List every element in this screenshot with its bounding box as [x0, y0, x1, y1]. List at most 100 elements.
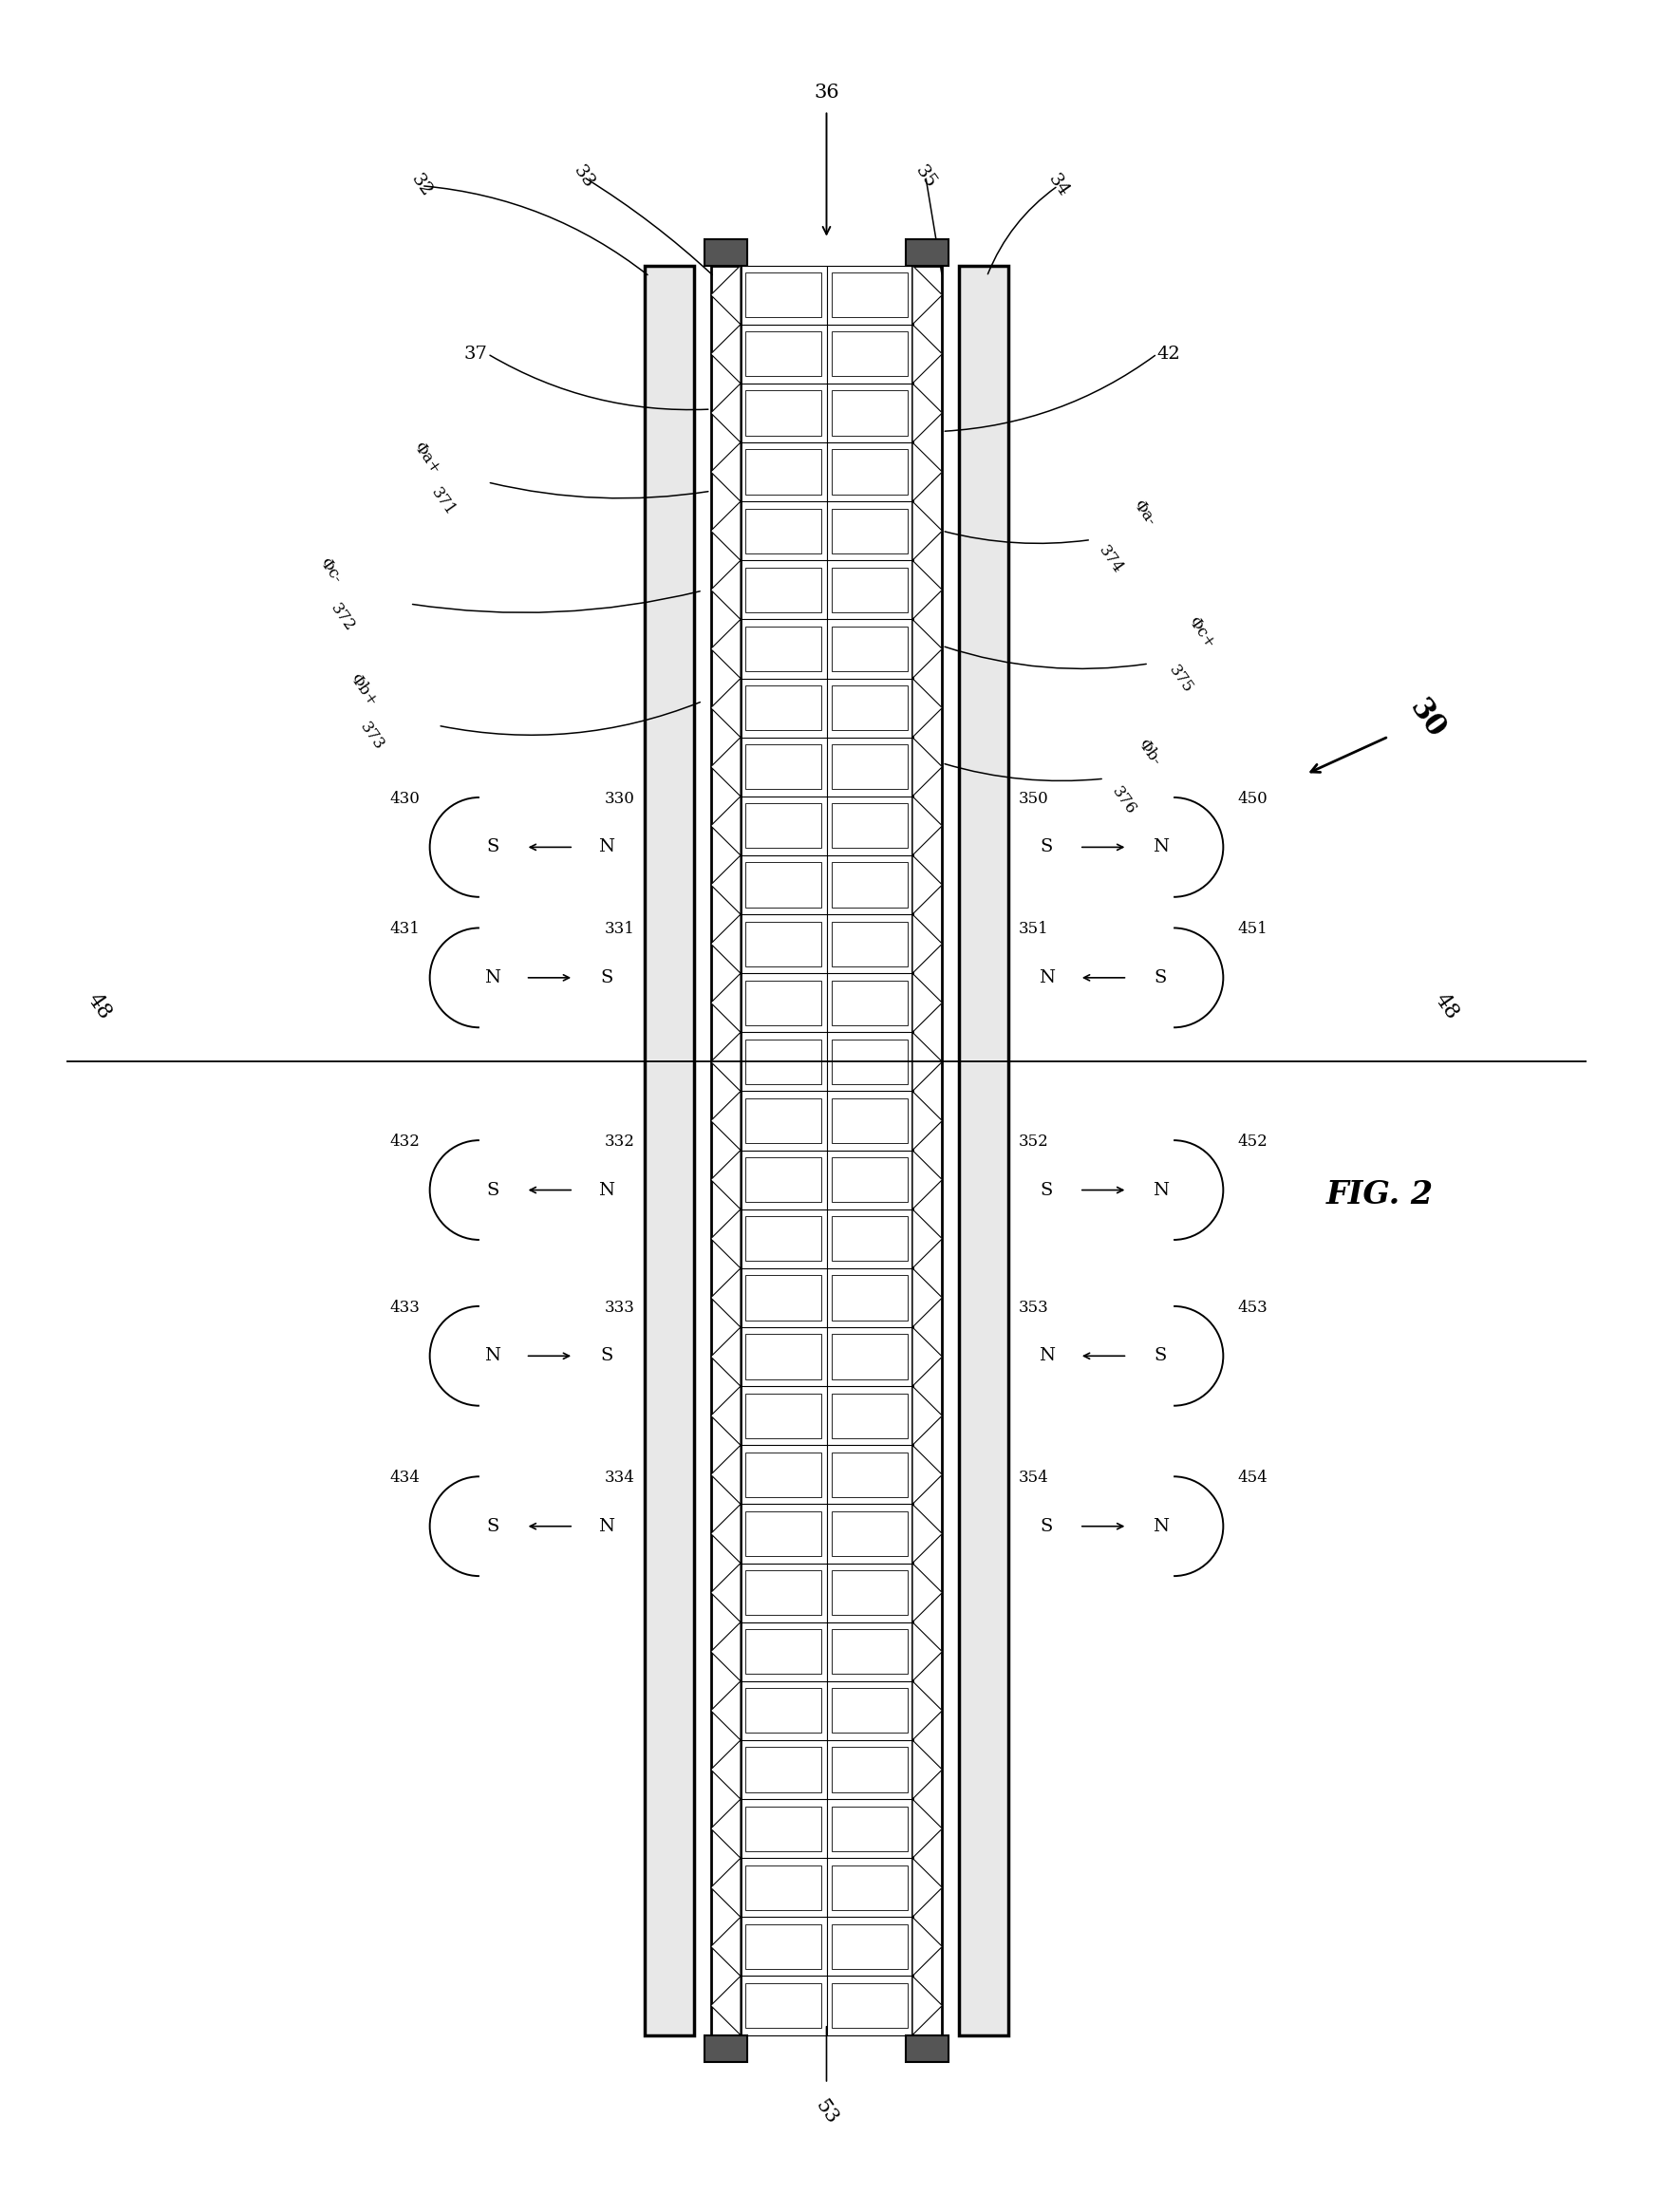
Text: 453: 453: [1238, 1298, 1268, 1316]
Polygon shape: [711, 1918, 741, 1975]
Bar: [746, 922, 822, 967]
Text: N: N: [598, 1181, 615, 1199]
Polygon shape: [912, 560, 942, 619]
Polygon shape: [711, 973, 741, 1033]
Text: 48: 48: [83, 989, 116, 1024]
Text: 372: 372: [327, 599, 357, 635]
Polygon shape: [912, 1504, 942, 1564]
Polygon shape: [711, 619, 741, 679]
Text: S: S: [486, 1181, 499, 1199]
Polygon shape: [912, 1033, 942, 1091]
Text: 350: 350: [1018, 790, 1048, 807]
Polygon shape: [711, 1621, 741, 1681]
Polygon shape: [912, 1621, 942, 1681]
Bar: [746, 1334, 822, 1378]
Polygon shape: [912, 1267, 942, 1327]
Polygon shape: [912, 1210, 942, 1267]
Bar: [831, 745, 907, 790]
Bar: [746, 1807, 822, 1851]
Polygon shape: [711, 1975, 741, 2035]
Bar: [746, 1688, 822, 1732]
Bar: [746, 272, 822, 316]
Text: 432: 432: [390, 1133, 420, 1150]
Bar: [741, 265, 912, 2035]
Polygon shape: [711, 383, 741, 442]
Text: N: N: [484, 969, 501, 987]
Text: S: S: [1040, 838, 1053, 856]
Text: Φa+: Φa+: [410, 438, 443, 478]
Text: 48: 48: [1430, 989, 1463, 1024]
Bar: [831, 1984, 907, 2028]
Polygon shape: [912, 1564, 942, 1621]
Bar: [831, 1511, 907, 1555]
Text: N: N: [1038, 1347, 1055, 1365]
Polygon shape: [912, 1918, 942, 1975]
Polygon shape: [711, 1327, 741, 1387]
Bar: [831, 1747, 907, 1792]
Text: 454: 454: [1238, 1469, 1268, 1486]
Bar: [746, 1511, 822, 1555]
Polygon shape: [711, 1444, 741, 1504]
Polygon shape: [912, 1798, 942, 1858]
Bar: [831, 509, 907, 553]
Bar: [711, 265, 741, 2035]
Polygon shape: [711, 1267, 741, 1327]
Polygon shape: [912, 325, 942, 383]
Text: 34: 34: [1045, 170, 1071, 201]
Bar: [831, 803, 907, 847]
Bar: [831, 332, 907, 376]
Polygon shape: [912, 442, 942, 502]
Text: 333: 333: [605, 1298, 635, 1316]
Text: 431: 431: [390, 920, 420, 938]
Polygon shape: [711, 1798, 741, 1858]
Polygon shape: [711, 1741, 741, 1798]
Bar: [831, 1807, 907, 1851]
Polygon shape: [711, 560, 741, 619]
Polygon shape: [711, 1387, 741, 1444]
Polygon shape: [711, 1681, 741, 1741]
Polygon shape: [711, 679, 741, 737]
Bar: [831, 1924, 907, 1969]
Text: S: S: [1154, 969, 1167, 987]
Bar: [831, 1099, 907, 1144]
Text: Φb+: Φb+: [347, 670, 380, 710]
Polygon shape: [912, 679, 942, 737]
Polygon shape: [912, 1444, 942, 1504]
Bar: [746, 1865, 822, 1909]
Polygon shape: [912, 973, 942, 1033]
Text: 373: 373: [357, 719, 387, 754]
Text: S: S: [600, 1347, 613, 1365]
Text: S: S: [600, 969, 613, 987]
Text: S: S: [486, 1517, 499, 1535]
Polygon shape: [711, 1858, 741, 1918]
Polygon shape: [912, 856, 942, 914]
Text: N: N: [1152, 838, 1169, 856]
Text: 332: 332: [605, 1133, 635, 1150]
Polygon shape: [711, 1504, 741, 1564]
Polygon shape: [711, 914, 741, 973]
Text: 37: 37: [464, 345, 488, 363]
Bar: [906, 239, 949, 265]
Bar: [746, 509, 822, 553]
Text: 32: 32: [408, 170, 435, 201]
Polygon shape: [711, 442, 741, 502]
Text: 33: 33: [570, 161, 597, 192]
Polygon shape: [711, 1564, 741, 1621]
Text: 36: 36: [813, 84, 840, 102]
Polygon shape: [912, 796, 942, 856]
Bar: [746, 1099, 822, 1144]
Bar: [746, 686, 822, 730]
Bar: [746, 1747, 822, 1792]
Polygon shape: [912, 1387, 942, 1444]
Bar: [746, 1924, 822, 1969]
Text: N: N: [1152, 1517, 1169, 1535]
Text: 433: 433: [390, 1298, 420, 1316]
Text: Φc-: Φc-: [316, 555, 345, 586]
Polygon shape: [711, 265, 741, 325]
Bar: [746, 332, 822, 376]
Text: 434: 434: [390, 1469, 420, 1486]
Bar: [746, 1984, 822, 2028]
Bar: [831, 1571, 907, 1615]
Text: 450: 450: [1238, 790, 1268, 807]
Bar: [831, 1217, 907, 1261]
